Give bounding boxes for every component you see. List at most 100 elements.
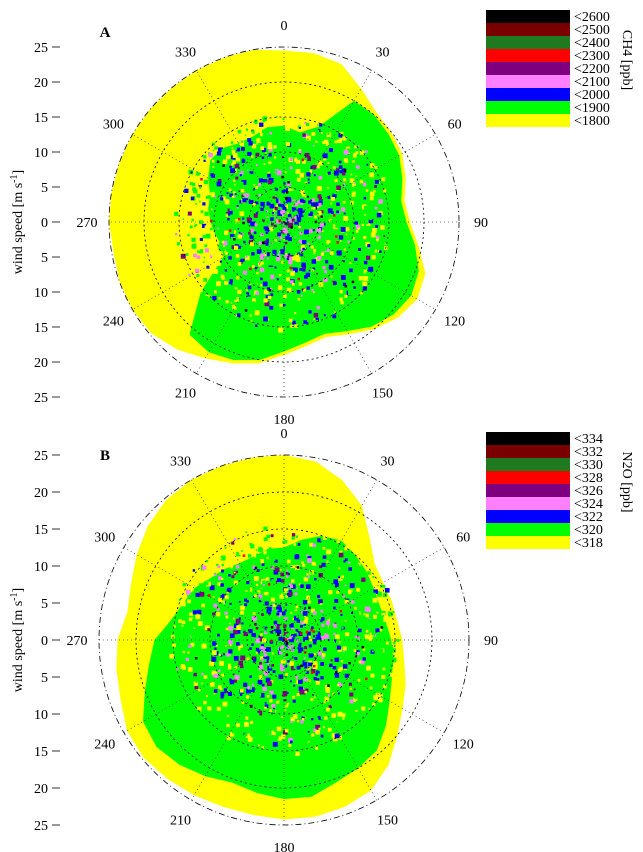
grid-spoke xyxy=(283,639,445,733)
speckle xyxy=(336,655,339,657)
speckle xyxy=(314,319,318,324)
speckle xyxy=(377,250,380,253)
speckle xyxy=(257,697,263,703)
speckle xyxy=(190,601,194,604)
speckle xyxy=(312,677,315,679)
speckle xyxy=(327,171,331,175)
speckle xyxy=(303,288,306,292)
speckle xyxy=(331,704,334,707)
speckle xyxy=(338,552,344,558)
speed-tick-label: 20 xyxy=(34,356,48,371)
speckle xyxy=(255,549,258,551)
speckle xyxy=(372,228,377,233)
speckle xyxy=(336,168,340,172)
speckle xyxy=(267,144,273,150)
speckle-high xyxy=(312,630,315,633)
speckle xyxy=(285,126,290,131)
speckle xyxy=(304,229,309,235)
speckle xyxy=(310,558,315,563)
speckle xyxy=(232,295,237,300)
speckle xyxy=(213,724,216,727)
speckle xyxy=(355,224,361,230)
speckle xyxy=(274,239,277,242)
speckle xyxy=(217,565,221,569)
speckle xyxy=(264,704,269,708)
angle-tick-label: 150 xyxy=(372,387,393,402)
speckle xyxy=(255,661,259,666)
speckle xyxy=(301,230,306,235)
speckle xyxy=(224,693,229,698)
speckle xyxy=(322,558,327,563)
speckle xyxy=(320,210,324,214)
speckle xyxy=(201,643,207,649)
speckle xyxy=(300,141,303,145)
speckle xyxy=(357,227,360,230)
speckle xyxy=(272,625,277,630)
y-axis-label-main: wind speed [m s xyxy=(11,601,26,692)
speckle xyxy=(315,631,321,636)
speckle xyxy=(348,567,352,571)
speckle xyxy=(188,644,192,648)
speckle xyxy=(220,583,224,587)
speckle-high xyxy=(278,219,281,223)
speckle xyxy=(206,560,209,563)
speckle xyxy=(259,603,262,606)
speckle xyxy=(317,124,319,126)
speckle xyxy=(294,202,299,207)
speckle xyxy=(321,132,323,134)
speckle xyxy=(303,657,306,660)
colorbar-swatch xyxy=(486,88,570,101)
speckle xyxy=(244,603,248,607)
speckle xyxy=(252,190,258,196)
speckle xyxy=(352,703,354,706)
speckle xyxy=(209,682,215,687)
speckle xyxy=(303,705,307,709)
speckle xyxy=(299,636,304,641)
speckle xyxy=(329,164,333,168)
speckle xyxy=(308,644,312,648)
speckle xyxy=(263,659,267,663)
colorbar-swatch xyxy=(486,497,570,510)
speckle xyxy=(316,306,320,310)
speckle xyxy=(229,644,232,647)
speckle xyxy=(379,648,384,653)
speckle xyxy=(274,648,277,651)
speckle xyxy=(265,146,270,151)
speckle xyxy=(284,535,290,541)
speckle xyxy=(236,244,241,249)
speckle-high xyxy=(209,219,213,223)
speckle xyxy=(356,651,361,656)
speed-tick-label: 20 xyxy=(34,486,48,501)
speckle xyxy=(194,224,197,227)
speckle xyxy=(202,262,205,265)
speckle xyxy=(299,689,305,695)
speckle xyxy=(187,211,192,216)
speckle xyxy=(344,667,347,671)
speckle xyxy=(334,218,337,222)
speckle xyxy=(391,648,396,653)
speckle xyxy=(266,656,270,659)
speckle xyxy=(282,158,287,163)
speckle xyxy=(331,607,335,611)
speckle xyxy=(338,623,341,626)
speckle xyxy=(189,635,192,638)
speckle xyxy=(337,648,342,653)
speckle xyxy=(300,164,304,168)
speckle-high xyxy=(244,309,248,312)
speckle xyxy=(236,551,241,557)
speckle xyxy=(292,187,295,190)
speckle xyxy=(320,662,324,666)
speckle xyxy=(263,217,266,220)
speckle xyxy=(344,599,349,604)
speckle xyxy=(187,651,190,654)
speckle xyxy=(193,627,196,629)
speckle xyxy=(252,239,256,243)
speckle-high xyxy=(233,238,236,241)
speckle xyxy=(240,648,245,652)
speckle xyxy=(211,208,213,211)
speckle xyxy=(354,145,357,149)
speckle xyxy=(233,538,237,541)
speckle xyxy=(337,618,341,621)
speckle xyxy=(341,679,346,685)
speckle xyxy=(240,730,243,732)
